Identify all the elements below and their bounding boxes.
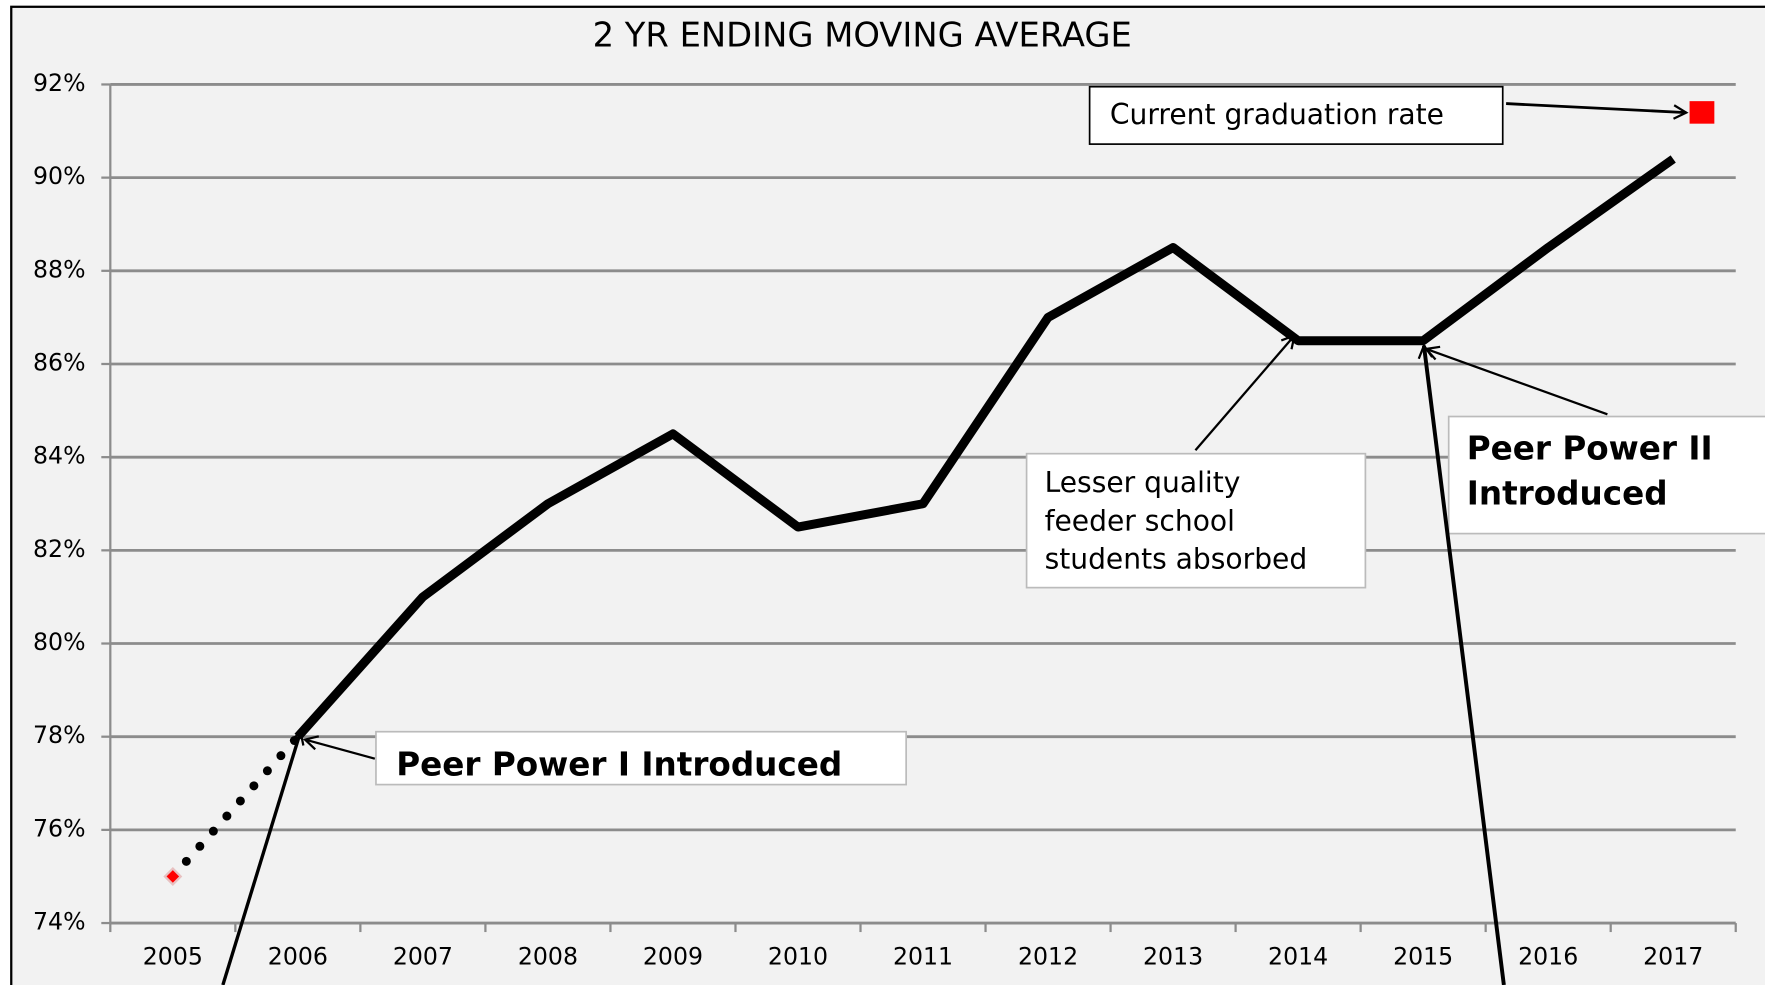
- x-tick-label: 2017: [1643, 942, 1703, 970]
- x-tick-label: 2008: [518, 942, 578, 970]
- x-tick-label: 2005: [143, 942, 203, 970]
- annotation-box: [1447, 415, 1765, 535]
- arrow: [221, 732, 301, 985]
- y-tick-label: 82%: [33, 535, 86, 563]
- point: [163, 866, 183, 886]
- y-tick-label: 90%: [33, 162, 86, 190]
- y-tick-label: 92%: [33, 69, 86, 97]
- x-tick-label: 2013: [1143, 942, 1203, 970]
- y-tick-label: 86%: [33, 348, 86, 376]
- y-tick-label: 80%: [33, 628, 86, 656]
- annotation-box: [1025, 452, 1367, 589]
- y-tick-label: 78%: [33, 721, 86, 749]
- annotation: Introduced: [1467, 474, 1668, 512]
- annotation: feeder school: [1045, 504, 1235, 537]
- x-tick-label: 2012: [1018, 942, 1078, 970]
- y-tick-label: 88%: [33, 255, 86, 283]
- x-tick-label: 2016: [1518, 942, 1578, 970]
- arrow: [1506, 102, 1686, 113]
- annotation: Lesser quality: [1045, 466, 1241, 499]
- annotation: students absorbed: [1045, 543, 1308, 576]
- y-tick-label: 84%: [33, 442, 86, 470]
- x-tick-label: 2011: [893, 942, 953, 970]
- y-tick-label: 76%: [33, 814, 86, 842]
- arrow: [305, 740, 376, 760]
- x-tick-label: 2007: [393, 942, 453, 970]
- annotation: Current graduation rate: [1110, 98, 1444, 131]
- y-tick-label: 74%: [33, 908, 86, 936]
- annotation: Peer Power II: [1467, 429, 1713, 467]
- arrow: [1194, 335, 1294, 452]
- x-tick-label: 2014: [1268, 942, 1328, 970]
- chart-title: 2 YR ENDING MOVING AVERAGE: [593, 16, 1132, 55]
- current-rate-marker: [1689, 101, 1715, 124]
- x-tick-label: 2006: [268, 942, 328, 970]
- x-tick-label: 2015: [1393, 942, 1453, 970]
- line-series: [294, 155, 1676, 740]
- x-tick-label: 2010: [768, 942, 828, 970]
- arrow: [1426, 349, 1608, 416]
- annotation: Peer Power I Introduced: [396, 746, 842, 784]
- arrow: [1424, 346, 1506, 985]
- annotation-box: [1088, 85, 1504, 145]
- annotations: Current graduation rate Lesser quality f…: [221, 85, 1765, 985]
- x-tick-label: 2009: [643, 942, 703, 970]
- annotation-box: [375, 730, 907, 786]
